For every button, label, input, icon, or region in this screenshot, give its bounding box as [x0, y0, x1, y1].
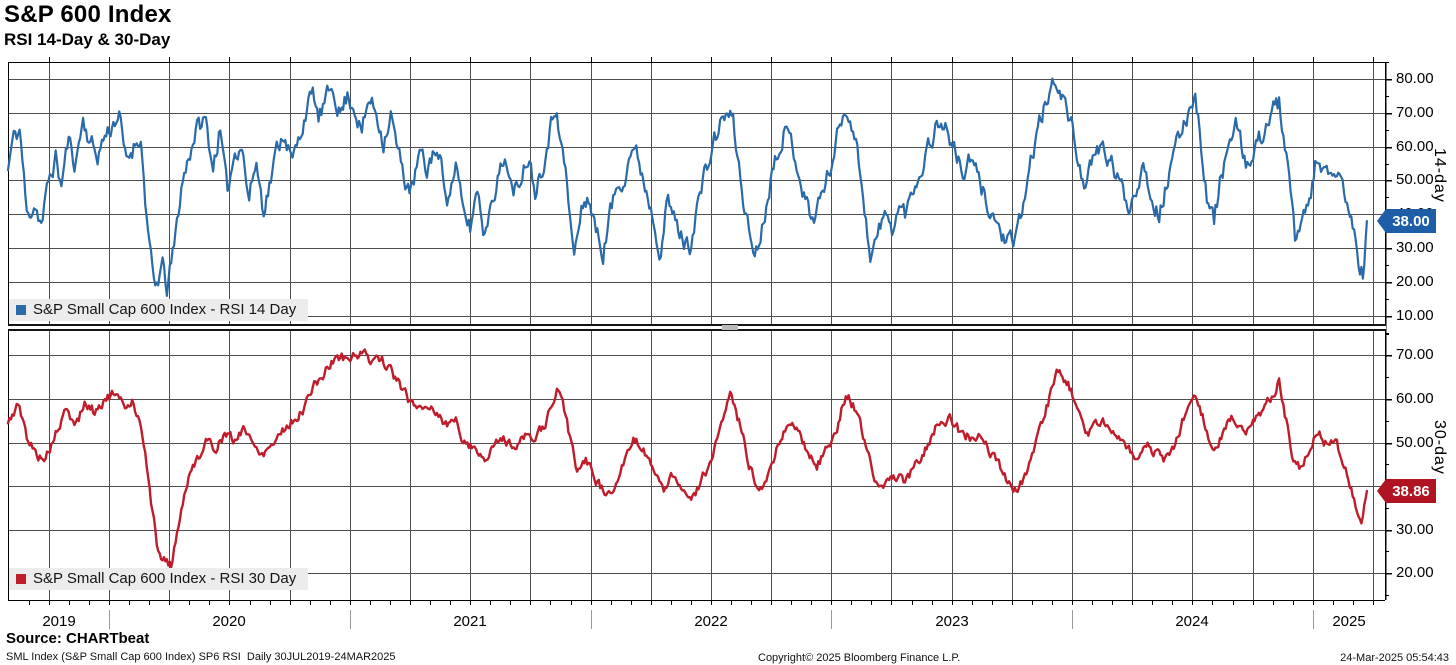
year-separator: [350, 610, 351, 629]
rsi30-last-value: 38.86: [1392, 482, 1430, 500]
year-separator: [831, 610, 832, 629]
x-year-label: 2023: [935, 613, 969, 630]
x-year-label: 2025: [1332, 613, 1366, 630]
panel-resize-handle[interactable]: [722, 325, 738, 330]
rsi30-legend-marker-icon: [16, 573, 26, 584]
timestamp: 24-Mar-2025 05:54:43: [1340, 652, 1449, 664]
y-tick-label: 50.00: [1396, 434, 1434, 451]
source-label: Source: CHARTbeat: [6, 630, 150, 647]
rsi30-last-value-tag: 38.86: [1377, 479, 1436, 503]
legend-rsi14[interactable]: S&P Small Cap 600 Index - RSI 14 Day: [9, 299, 309, 321]
y-tick-label: 10.00: [1396, 307, 1434, 324]
y-tick-label: 50.00: [1396, 171, 1434, 188]
legend-rsi14-label: S&P Small Cap 600 Index - RSI 14 Day: [33, 301, 297, 318]
tag-arrow-left-icon: [1377, 209, 1386, 233]
y-tick-label: 30.00: [1396, 239, 1434, 256]
legend-rsi30-label: S&P Small Cap 600 Index - RSI 30 Day: [33, 570, 297, 587]
year-separator: [109, 610, 110, 629]
y-tick-label: 20.00: [1396, 273, 1434, 290]
x-year-label: 2019: [42, 613, 76, 630]
rsi14-line: [6, 77, 1369, 297]
page-subtitle: RSI 14-Day & 30-Day: [4, 30, 171, 49]
year-separator: [591, 610, 592, 629]
x-year-label: 2020: [212, 613, 246, 630]
y-tick-label: 70.00: [1396, 346, 1434, 363]
ticker-description: SML Index (S&P Small Cap 600 Index) SP6 …: [6, 651, 396, 663]
rsi14-legend-marker-icon: [16, 304, 26, 315]
panel-separator: [8, 324, 1386, 331]
y-tick-label: 60.00: [1396, 390, 1434, 407]
year-separator: [1072, 610, 1073, 629]
y-tick-label: 30.00: [1396, 521, 1434, 538]
x-year-label: 2022: [694, 613, 728, 630]
y-tick-label: 70.00: [1396, 104, 1434, 121]
rsi30-plot-area[interactable]: [8, 332, 1385, 600]
y-tick-label: 60.00: [1396, 138, 1434, 155]
axis-title-14day: 14-day: [1431, 148, 1448, 203]
page-title: S&P 600 Index: [4, 1, 172, 28]
rsi14-last-value-tag: 38.00: [1377, 209, 1436, 233]
y-tick-label: 80.00: [1396, 70, 1434, 87]
tag-arrow-left-icon: [1377, 479, 1386, 503]
rsi14-last-value: 38.00: [1392, 212, 1430, 230]
rsi14-plot-area[interactable]: [8, 62, 1385, 324]
y-tick-label: 20.00: [1396, 564, 1434, 581]
legend-rsi30[interactable]: S&P Small Cap 600 Index - RSI 30 Day: [9, 568, 309, 590]
copyright-notice: Copyright© 2025 Bloomberg Finance L.P.: [758, 652, 961, 664]
x-year-label: 2024: [1175, 613, 1209, 630]
rsi30-line: [6, 348, 1369, 569]
axis-title-30day: 30-day: [1431, 420, 1448, 475]
year-separator: [1313, 610, 1314, 629]
x-year-label: 2021: [453, 613, 487, 630]
